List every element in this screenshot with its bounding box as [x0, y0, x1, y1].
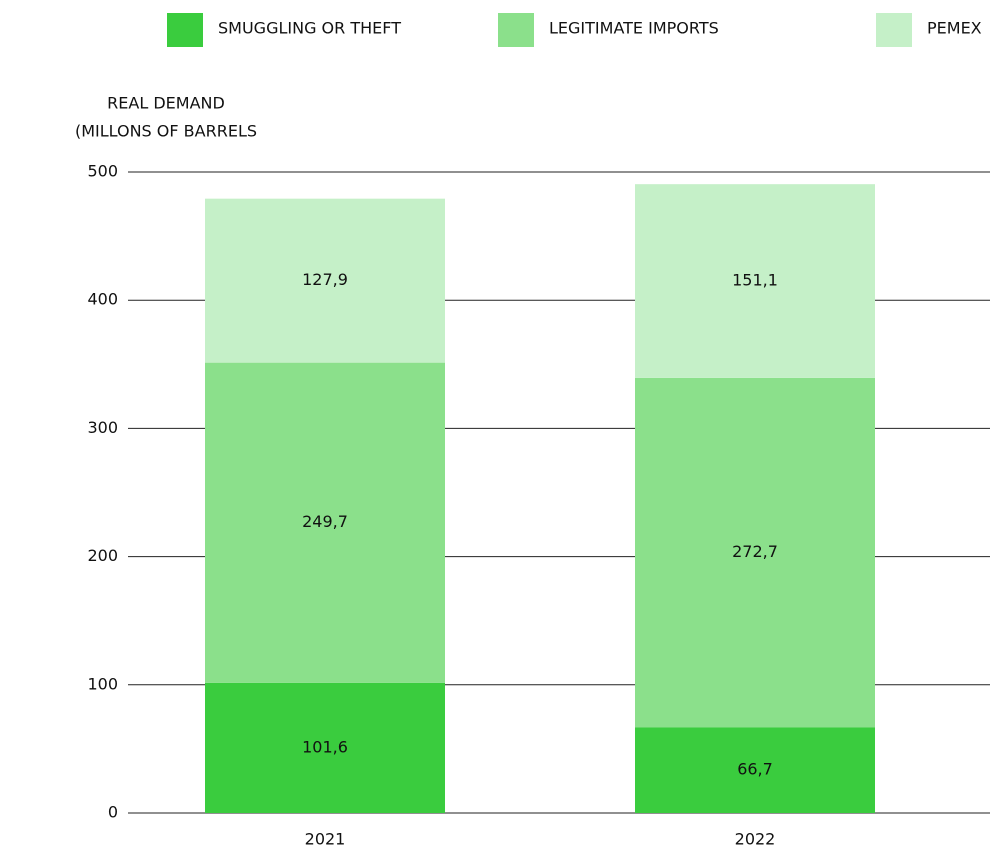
y-tick-label: 200: [87, 546, 118, 565]
legend-swatch: [498, 13, 534, 47]
data-label: 272,7: [732, 542, 778, 561]
data-label: 151,1: [732, 271, 778, 290]
legend-swatch: [876, 13, 912, 47]
data-label: 127,9: [302, 270, 348, 289]
legend-label: LEGITIMATE IMPORTS: [549, 19, 719, 38]
x-tick-label: 2022: [735, 830, 776, 849]
y-axis-label: REAL DEMAND: [107, 94, 225, 113]
y-axis-label: (MILLONS OF BARRELS: [75, 122, 257, 141]
y-tick-label: 500: [87, 162, 118, 181]
bar-segment: [635, 184, 875, 378]
data-label: 101,6: [302, 737, 348, 756]
bar-segment: [635, 377, 875, 728]
bar-segment: [205, 362, 445, 683]
y-tick-label: 300: [87, 418, 118, 437]
data-label: 249,7: [302, 512, 348, 531]
bar-segment: [205, 682, 445, 813]
bar-segment: [205, 198, 445, 363]
legend-label: SMUGGLING OR THEFT: [218, 19, 401, 38]
legend-swatch: [167, 13, 203, 47]
data-label: 66,7: [737, 760, 773, 779]
y-tick-label: 400: [87, 290, 118, 309]
bar-segment: [635, 727, 875, 813]
y-tick-label: 100: [87, 674, 118, 693]
legend-label: PEMEX: [927, 19, 982, 38]
x-tick-label: 2021: [305, 830, 346, 849]
y-tick-label: 0: [108, 803, 118, 822]
